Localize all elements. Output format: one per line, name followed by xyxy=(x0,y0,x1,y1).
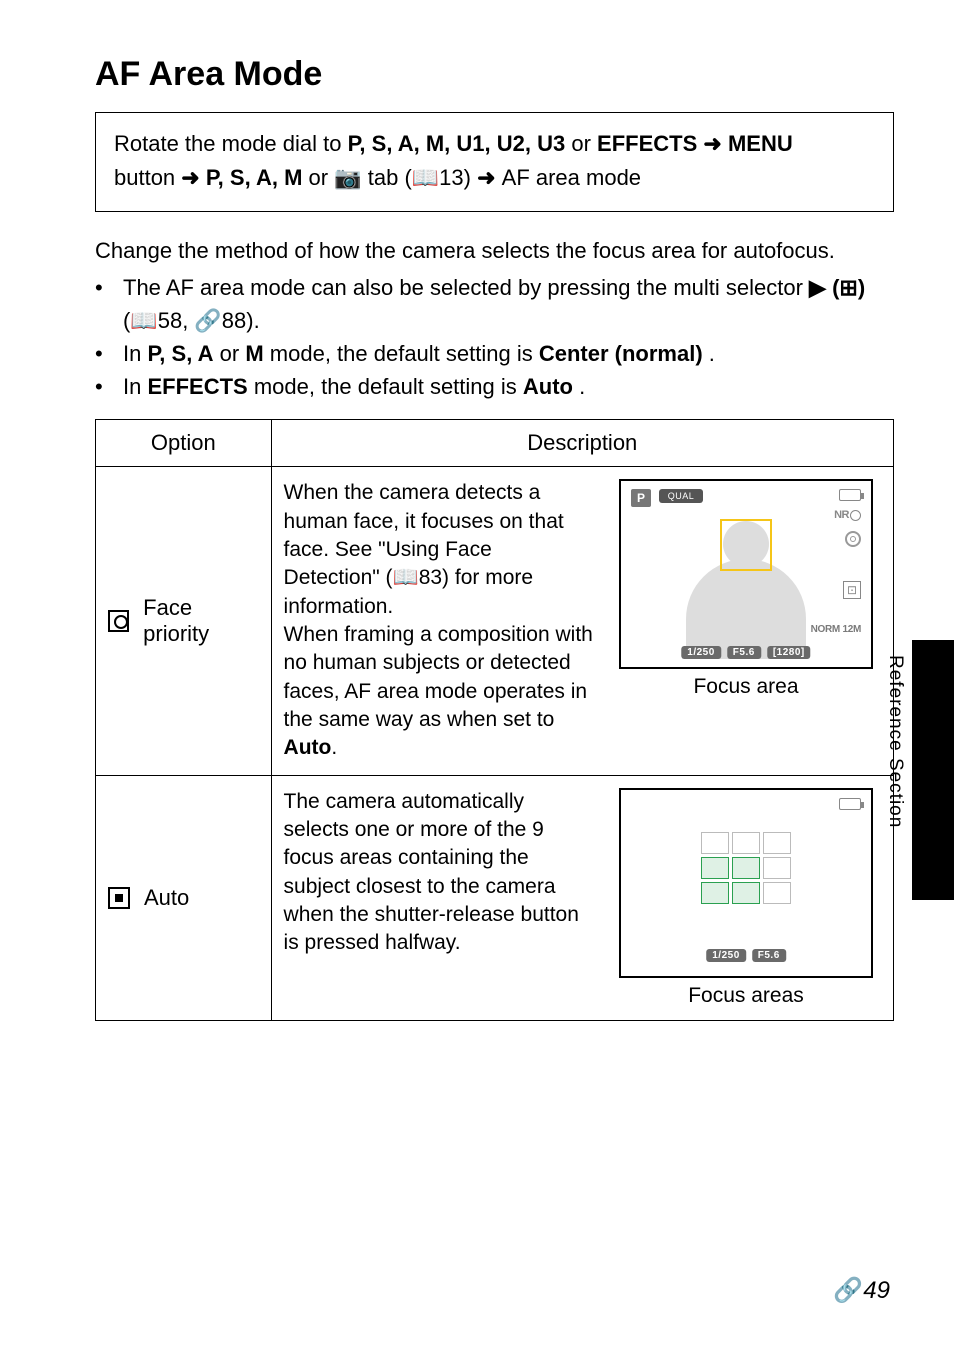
option-cell: Face priority xyxy=(96,467,272,775)
arrow-icon: ➜ xyxy=(477,165,502,190)
option-label: Face priority xyxy=(143,595,258,647)
page-number-value: 49 xyxy=(863,1277,890,1304)
option-cell: Auto xyxy=(96,775,272,1020)
col-description: Description xyxy=(271,420,893,467)
nav-modes-2: P, S, A, M xyxy=(206,165,303,190)
effects-glyph: EFFECTS xyxy=(147,374,247,399)
mode-glyphs: P, S, A xyxy=(147,341,213,366)
bullet-text: mode, the default setting is xyxy=(270,341,539,366)
page-title: AF Area Mode xyxy=(95,55,894,94)
table-row: Face priority When the camera detects a … xyxy=(96,467,894,775)
default-value: Auto xyxy=(523,374,573,399)
image-size-indicator: NORM 12M xyxy=(811,624,861,635)
auto-mode-icon xyxy=(108,887,130,909)
section-label: Reference Section xyxy=(884,655,906,828)
bullet-text: or xyxy=(220,341,246,366)
table-row: Auto The camera automatically selects on… xyxy=(96,775,894,1020)
list-item: • The AF area mode can also be selected … xyxy=(95,271,894,337)
nav-end: AF area mode xyxy=(502,165,641,190)
navigation-path-box: Rotate the mode dial to P, S, A, M, U1, … xyxy=(95,112,894,212)
option-label: Auto xyxy=(144,885,189,911)
nav-effects: EFFECTS xyxy=(597,131,697,156)
shutter-chip: 1/250 xyxy=(681,646,721,659)
desc-part: . xyxy=(331,736,337,759)
col-option: Option xyxy=(96,420,272,467)
intro-text: Change the method of how the camera sele… xyxy=(95,234,894,267)
desc-part: When framing a composition with no human… xyxy=(284,623,593,731)
desc-part: When the camera detects a human face, it… xyxy=(284,481,564,617)
nr-indicator: NR xyxy=(834,509,861,521)
qual-badge: QUAL xyxy=(659,489,703,503)
nav-menu: MENU xyxy=(728,131,793,156)
anchor-icon: 🔗 xyxy=(833,1277,863,1304)
multi-selector-icon: ▶ (⊞) xyxy=(809,275,865,300)
list-item: • In EFFECTS mode, the default setting i… xyxy=(95,370,894,403)
nav-button-text: button xyxy=(114,165,181,190)
nav-tab-text: tab (📖13) xyxy=(368,165,477,190)
battery-icon xyxy=(839,489,861,501)
target-icon xyxy=(845,531,861,547)
af-point-active xyxy=(701,857,729,879)
list-item: • In P, S, A or M mode, the default sett… xyxy=(95,337,894,370)
battery-icon xyxy=(839,798,861,810)
face-priority-preview: P QUAL NR NORM 12M xyxy=(619,479,873,669)
aperture-chip: F5.6 xyxy=(727,646,761,659)
af-area-mode-table: Option Description Face priority When th… xyxy=(95,419,894,1020)
section-tab xyxy=(912,640,954,900)
preview-caption: Focus areas xyxy=(611,984,881,1008)
bullet-text: The AF area mode can also be selected by… xyxy=(123,275,809,300)
count-chip: [1280] xyxy=(767,646,811,659)
exposure-chips: 1/250 F5.6 [1280] xyxy=(681,646,810,659)
silhouette-body xyxy=(686,559,806,659)
face-priority-icon xyxy=(108,610,129,632)
af-grid xyxy=(701,832,791,904)
arrow-icon: ➜ xyxy=(703,131,728,156)
preview-caption: Focus area xyxy=(611,675,881,699)
page-number: 🔗49 xyxy=(833,1276,890,1305)
bullet-text: . xyxy=(709,341,715,366)
nav-modes: P, S, A, M, U1, U2, U3 xyxy=(348,131,566,156)
bullet-list: • The AF area mode can also be selected … xyxy=(95,271,894,403)
af-mode-icon xyxy=(843,581,861,599)
arrow-icon: ➜ xyxy=(181,165,206,190)
bullet-text: . xyxy=(579,374,585,399)
description-text: The camera automatically selects one or … xyxy=(284,788,593,958)
table-header-row: Option Description xyxy=(96,420,894,467)
bullet-icon: • xyxy=(95,337,123,370)
bullet-refs: (📖58, 🔗88). xyxy=(123,308,260,333)
desc-bold: Auto xyxy=(284,736,332,759)
af-point-active xyxy=(732,857,760,879)
bullet-icon: • xyxy=(95,271,123,337)
auto-mode-preview: 1/250 F5.6 xyxy=(619,788,873,978)
camera-tab-icon: 📷 xyxy=(334,165,361,190)
mode-badge: P xyxy=(631,489,651,507)
description-cell: The camera automatically selects one or … xyxy=(271,775,893,1020)
nav-or-2: or xyxy=(309,165,335,190)
shutter-chip: 1/250 xyxy=(706,949,746,962)
af-point-active xyxy=(732,882,760,904)
bullet-text: In xyxy=(123,341,147,366)
bullet-text: mode, the default setting is xyxy=(254,374,523,399)
exposure-chips: 1/250 F5.6 xyxy=(706,949,786,962)
nav-text: Rotate the mode dial to xyxy=(114,131,348,156)
aperture-chip: F5.6 xyxy=(752,949,786,962)
bullet-icon: • xyxy=(95,370,123,403)
description-text: When the camera detects a human face, it… xyxy=(284,479,593,762)
bullet-text: In xyxy=(123,374,147,399)
face-focus-box xyxy=(720,519,772,571)
nav-or: or xyxy=(571,131,597,156)
af-point-active xyxy=(701,882,729,904)
mode-glyph-m: M xyxy=(245,341,263,366)
default-value: Center (normal) xyxy=(539,341,703,366)
description-cell: When the camera detects a human face, it… xyxy=(271,467,893,775)
